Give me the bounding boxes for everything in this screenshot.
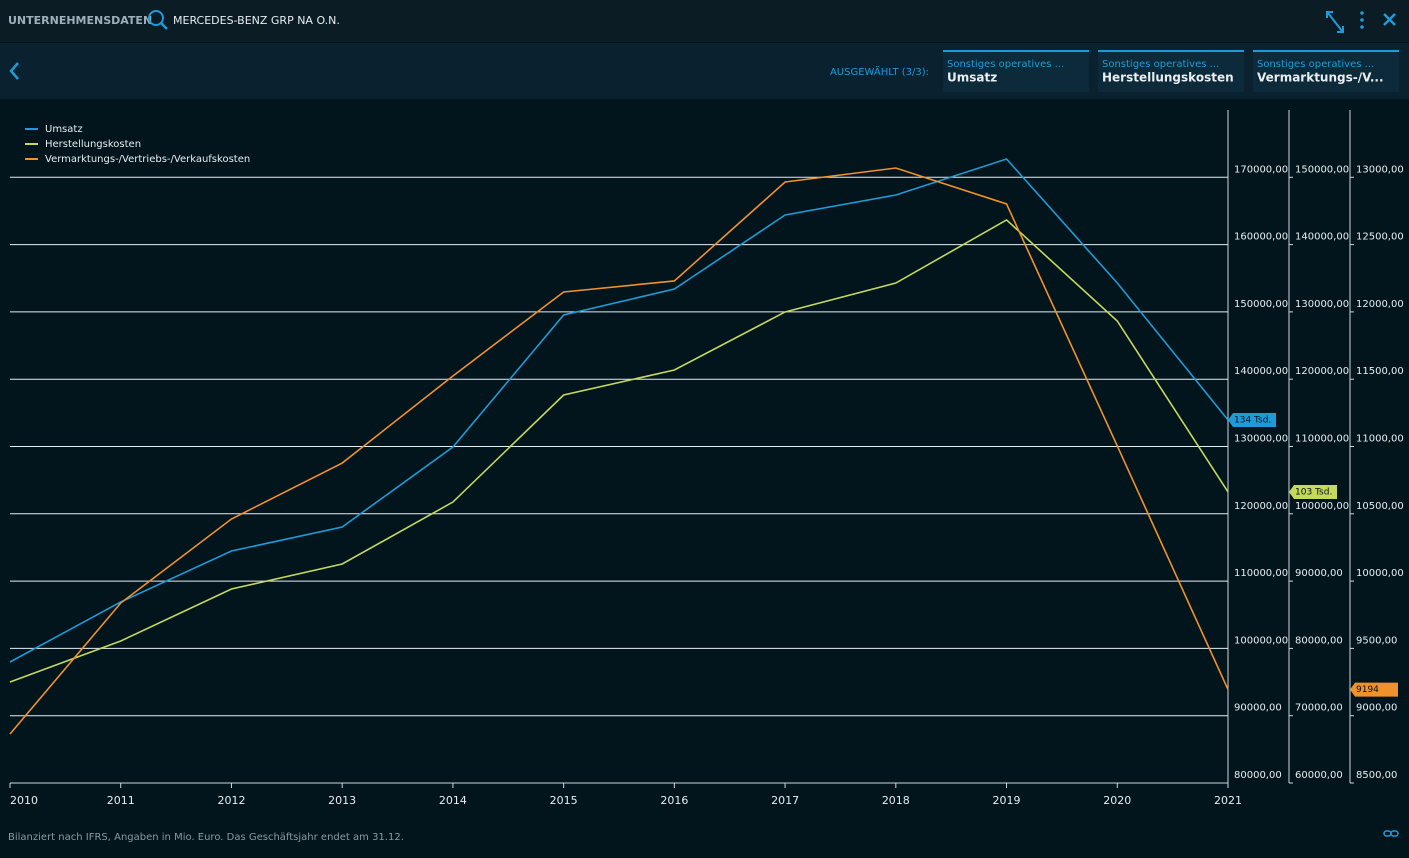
y-tick-label: 160000,00 — [1234, 232, 1288, 243]
x-tick-label: 2014 — [439, 794, 467, 807]
tab-name: Umsatz — [947, 71, 997, 85]
series-line — [9, 218, 1229, 683]
y-tick-label: 110000,00 — [1234, 568, 1288, 579]
y-tick-label: 90000,00 — [1234, 703, 1282, 714]
section-title: UNTERNEHMENSDATEN — [8, 14, 152, 27]
x-tick-label: 2015 — [550, 794, 578, 807]
link-icon[interactable] — [1383, 830, 1399, 837]
x-tick-label: 2012 — [217, 794, 245, 807]
tab[interactable] — [943, 50, 1089, 92]
end-label: 134 Tsd. — [1234, 415, 1271, 425]
series-line — [9, 158, 1229, 663]
close-icon[interactable] — [1383, 13, 1396, 26]
back-button[interactable] — [9, 62, 19, 80]
x-tick-label: 2016 — [660, 794, 688, 807]
y-tick-label: 100000,00 — [1295, 501, 1349, 512]
tab-group: Sonstiges operatives ... — [947, 59, 1064, 70]
y-tick-label: 80000,00 — [1234, 770, 1282, 781]
selection-label: AUSGEWÄHLT (3/3): — [830, 65, 929, 78]
tab-name: Herstellungskosten — [1102, 71, 1234, 85]
y-tick-label: 120000,00 — [1295, 366, 1349, 377]
x-tick-label: 2019 — [993, 794, 1021, 807]
y-tick-label: 12500,00 — [1356, 232, 1404, 243]
x-tick-label: 2011 — [107, 794, 135, 807]
tab-group: Sonstiges operatives ... — [1102, 59, 1219, 70]
y-tick-label: 120000,00 — [1234, 501, 1288, 512]
tab[interactable] — [1098, 50, 1244, 92]
x-tick-label: 2017 — [771, 794, 799, 807]
y-tick-label: 90000,00 — [1295, 568, 1343, 579]
y-tick-label: 11000,00 — [1356, 434, 1404, 445]
x-tick-label: 2013 — [328, 794, 356, 807]
y-tick-label: 130000,00 — [1295, 299, 1349, 310]
expand-icon[interactable] — [1326, 11, 1344, 33]
y-tick-label: 130000,00 — [1234, 434, 1288, 445]
legend-label: Umsatz — [45, 124, 83, 135]
y-tick-label: 13000,00 — [1356, 164, 1404, 175]
y-tick-label: 70000,00 — [1295, 703, 1343, 714]
y-tick-label: 12000,00 — [1356, 299, 1404, 310]
tab[interactable] — [1253, 50, 1399, 92]
y-tick-label: 9000,00 — [1356, 703, 1397, 714]
y-tick-label: 10500,00 — [1356, 501, 1404, 512]
x-tick-label: 2020 — [1103, 794, 1131, 807]
tab-name: Vermarktungs-/V... — [1257, 71, 1384, 85]
y-tick-label: 150000,00 — [1295, 164, 1349, 175]
top-bar — [0, 0, 1409, 42]
y-tick-label: 110000,00 — [1295, 434, 1349, 445]
y-tick-label: 150000,00 — [1234, 299, 1288, 310]
x-tick-label: 2010 — [10, 794, 38, 807]
y-tick-label: 140000,00 — [1234, 366, 1288, 377]
y-tick-label: 11500,00 — [1356, 366, 1404, 377]
end-label-tag — [1228, 412, 1276, 427]
instrument-name[interactable]: MERCEDES-BENZ GRP NA O.N. — [173, 14, 340, 27]
footer-note: Bilanziert nach IFRS, Angaben in Mio. Eu… — [8, 832, 404, 843]
y-tick-label: 80000,00 — [1295, 635, 1343, 646]
y-tick-label: 140000,00 — [1295, 232, 1349, 243]
legend-label: Herstellungskosten — [45, 139, 141, 150]
legend-label: Vermarktungs-/Vertriebs-/Verkaufskosten — [45, 154, 250, 165]
x-tick-label: 2021 — [1214, 794, 1242, 807]
end-label: 9194 — [1356, 685, 1379, 695]
end-label: 103 Tsd. — [1295, 487, 1332, 497]
chart-background — [0, 99, 1409, 854]
series-line — [9, 167, 1229, 735]
y-tick-label: 10000,00 — [1356, 568, 1404, 579]
menu-icon[interactable] — [1360, 11, 1364, 29]
y-tick-label: 9500,00 — [1356, 635, 1397, 646]
y-tick-label: 100000,00 — [1234, 635, 1288, 646]
end-label-tag — [1289, 484, 1337, 499]
y-tick-label: 60000,00 — [1295, 770, 1343, 781]
tab-group: Sonstiges operatives ... — [1257, 59, 1374, 70]
search-icon[interactable] — [148, 10, 168, 30]
y-tick-label: 8500,00 — [1356, 770, 1397, 781]
end-label-tag — [1350, 682, 1398, 697]
x-tick-label: 2018 — [882, 794, 910, 807]
y-tick-label: 170000,00 — [1234, 164, 1288, 175]
